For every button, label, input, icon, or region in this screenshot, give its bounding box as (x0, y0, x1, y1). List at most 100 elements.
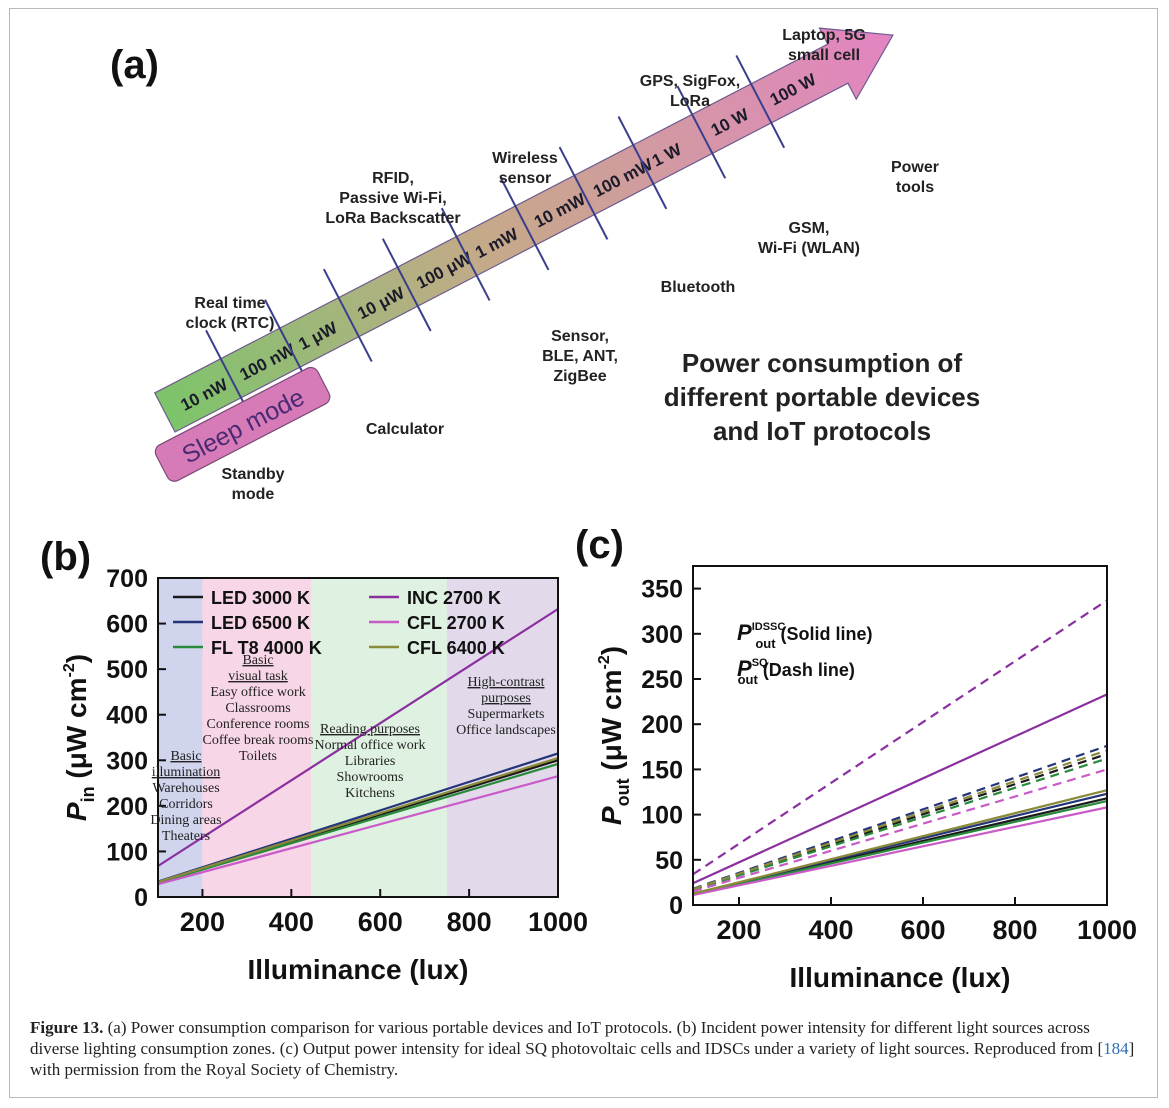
device-label-below-line: Sensor, (551, 328, 609, 345)
device-label-above-line: small cell (788, 47, 860, 64)
annotation-symbol: P (737, 620, 752, 645)
y-axis-label-symbol: P (596, 806, 627, 825)
zone-example: Dining areas (150, 813, 221, 828)
series-line-dashed (692, 752, 1108, 891)
y-tick-label: 300 (641, 621, 683, 649)
panel-label: (b) (40, 535, 91, 579)
y-axis-label-close: ) (61, 654, 92, 663)
x-axis-label: Illuminance (lux) (248, 954, 469, 985)
device-label-below-line: Calculator (366, 421, 444, 438)
power-tick-mark (735, 54, 786, 149)
panel-a-label: (a) (110, 43, 159, 87)
zone-heading: Reading purposes (320, 722, 420, 737)
series-line (692, 789, 1108, 895)
device-label-below: GSM, Wi-Fi (WLAN) (758, 220, 860, 257)
device-label-below-line: BLE, ANT, (542, 348, 618, 365)
zone-example: Conference rooms (206, 717, 309, 732)
device-label-above-line: RFID, (372, 170, 414, 187)
device-label-above-line: Wireless (492, 150, 558, 167)
annotation-symbol: P (737, 656, 752, 681)
y-tick-label: 200 (641, 711, 683, 739)
y-tick-label: 300 (106, 747, 148, 775)
device-label-below: Bluetooth (661, 279, 736, 296)
device-label-below-line: Bluetooth (661, 279, 736, 296)
zone-example: Toilets (239, 749, 277, 764)
device-label-above-line: sensor (499, 170, 551, 187)
series-line-dashed (692, 744, 1108, 890)
device-label-above-line: GPS, SigFox, (640, 73, 740, 90)
device-label-below-line: Power (891, 159, 939, 176)
panel-b-chart: 200 400 600 800 1000 0 100 200 300 400 500 600 700 Il… (40, 535, 588, 985)
legend-label: CFL 6400 K (407, 638, 505, 658)
annotation-superscript: SQ (752, 657, 768, 669)
power-tick-mark (381, 238, 432, 332)
y-tick-label: 700 (106, 565, 148, 593)
device-label-below-line: tools (896, 179, 934, 196)
y-axis-label: Pout (μW cm-2) (596, 646, 633, 825)
device-label-above-line: Laptop, 5G (782, 27, 866, 44)
lighting-zone-band (158, 578, 203, 897)
x-tick-label: 600 (900, 915, 945, 945)
y-axis-label-superscript: -2 (61, 663, 78, 677)
figure-caption: Figure 13. (a) Power consumption compari… (30, 1017, 1140, 1080)
device-label-above-line: clock (RTC) (186, 315, 275, 332)
x-tick-label: 800 (447, 907, 492, 937)
y-axis-label: Pin (μW cm-2) (61, 654, 98, 821)
panel-a-title: Power consumption of different portable d… (664, 348, 980, 446)
zone-example: Warehouses (152, 781, 219, 796)
zone-heading: purposes (481, 691, 531, 706)
caption-text-1: (a) Power consumption comparison for var… (30, 1018, 1104, 1058)
device-label-below-line: GSM, (789, 220, 830, 237)
annotation-subscript: out (738, 672, 759, 687)
panel-a-title-line: different portable devices (664, 382, 980, 412)
sleep-mode-box (154, 366, 331, 482)
panel-label: (c) (575, 523, 624, 567)
device-label-above-line: LoRa Backscatter (325, 210, 460, 227)
caption-reference-link[interactable]: 184 (1103, 1039, 1129, 1058)
zone-example: Theaters (162, 829, 210, 844)
device-label-below-line: mode (232, 486, 275, 503)
series-line (157, 756, 559, 884)
zone-example: Classrooms (225, 701, 290, 716)
device-label-below-line: Wi-Fi (WLAN) (758, 240, 860, 257)
series-line (692, 693, 1108, 885)
device-label-above-line: LoRa (670, 93, 710, 110)
annotation-description: (Solid line) (776, 624, 873, 644)
zone-example: Normal office work (315, 738, 426, 753)
zone-example: Easy office work (210, 685, 305, 700)
y-axis-label-close: ) (596, 646, 627, 655)
device-label-below: Sensor, BLE, ANT, ZigBee (542, 328, 618, 385)
power-tick-mark (558, 146, 609, 240)
caption-label: Figure 13. (30, 1018, 104, 1037)
y-tick-label: 350 (641, 576, 683, 604)
zone-example: Corridors (159, 797, 213, 812)
device-label-below: Standby mode (221, 466, 284, 503)
zone-description: High-contrast purposes Supermarkets Office … (456, 675, 556, 738)
series-line-dashed (692, 768, 1108, 893)
device-label-above: Laptop, 5G small cell (782, 27, 866, 64)
legend-label: CFL 2700 K (407, 613, 505, 633)
lighting-zone-band (446, 578, 558, 897)
x-tick-label: 600 (358, 907, 403, 937)
y-axis-label-subscript: in (78, 786, 98, 802)
annotation-description: (Dash line) (758, 660, 855, 680)
y-tick-label: 0 (669, 892, 683, 920)
device-label-below: Calculator (366, 421, 444, 438)
zone-heading: Basic (170, 749, 201, 764)
series-line (692, 799, 1108, 896)
device-label-below-line: Standby (221, 466, 284, 483)
zone-example: Kitchens (345, 786, 395, 801)
series-line (157, 608, 559, 867)
power-tick-mark (322, 268, 373, 363)
plot-area-frame (157, 577, 559, 898)
y-tick-label: 150 (641, 756, 683, 784)
panel-c-chart: 200 400 600 800 1000 0 50 100 150 200 250 300 350 Ill… (575, 523, 1137, 993)
zone-description: Basic illumination Warehouses Corridors Dini… (150, 749, 221, 844)
zone-heading: visual task (228, 669, 288, 684)
legend-label: INC 2700 K (407, 588, 501, 608)
power-arrow-body (153, 27, 894, 433)
power-tick-mark (676, 85, 727, 179)
series-line-dashed (692, 599, 1108, 876)
plot-area-frame (692, 565, 1108, 906)
